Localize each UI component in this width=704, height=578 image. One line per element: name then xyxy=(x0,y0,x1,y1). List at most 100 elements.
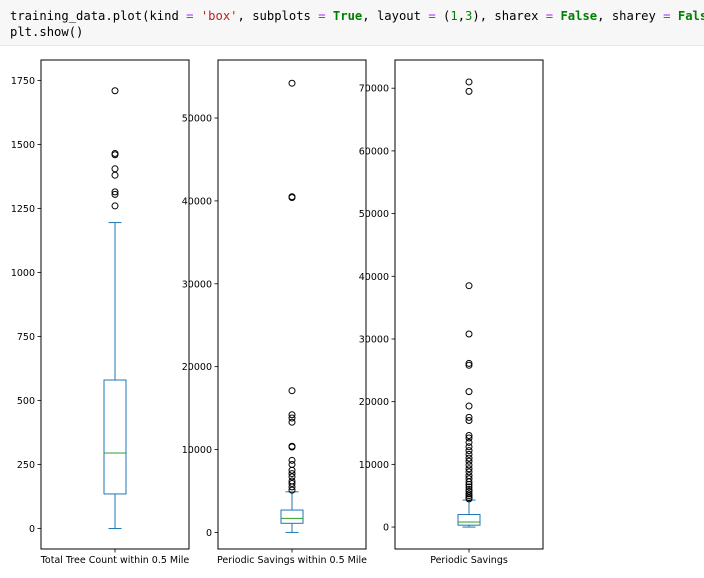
y-tick-label: 250 xyxy=(17,460,35,471)
code-token: training_data xyxy=(10,9,106,23)
code-token: . xyxy=(105,9,113,23)
outlier-point xyxy=(111,149,119,157)
y-tick-label: 20000 xyxy=(359,397,389,408)
outlier-point xyxy=(465,485,473,493)
outlier-point xyxy=(111,165,119,173)
outlier-point xyxy=(465,450,473,458)
code-token: subplots xyxy=(252,9,311,23)
y-tick-label: 40000 xyxy=(359,272,389,283)
outlier-point xyxy=(288,193,296,201)
code-token: sharex xyxy=(494,9,539,23)
code-token: False xyxy=(677,9,704,23)
code-token: = xyxy=(655,9,678,23)
outlier-point xyxy=(465,483,473,491)
outlier-point xyxy=(288,486,296,494)
outlier-point xyxy=(465,443,473,451)
code-line-1: training_data.plot(kind = 'box', subplot… xyxy=(10,8,704,24)
y-tick-label: 1750 xyxy=(11,76,35,87)
outlier-point xyxy=(111,87,119,95)
outlier-point xyxy=(288,442,296,450)
outlier-point xyxy=(111,202,119,210)
y-tick-label: 1250 xyxy=(11,204,35,215)
y-tick-label: 1500 xyxy=(11,140,35,151)
code-token: . xyxy=(32,25,40,39)
outlier-point xyxy=(465,78,473,86)
outlier-point xyxy=(288,473,296,481)
code-token: 3 xyxy=(465,9,473,23)
code-token: 1 xyxy=(450,9,458,23)
outlier-point xyxy=(111,171,119,179)
outlier-point xyxy=(288,470,296,478)
outlier-point xyxy=(465,468,473,476)
y-tick-label: 70000 xyxy=(359,84,389,95)
y-tick-label: 10000 xyxy=(182,445,212,456)
code-token: = xyxy=(420,9,443,23)
outlier-point xyxy=(465,490,473,498)
iqr-box xyxy=(280,509,304,524)
code-token: sharey xyxy=(611,9,656,23)
outlier-point xyxy=(465,438,473,446)
outlier-point xyxy=(111,190,119,198)
code-token: ( xyxy=(142,9,150,23)
outlier-point xyxy=(288,411,296,419)
y-tick-label: 50000 xyxy=(359,209,389,220)
boxplot-figure: 0 250 500 750 1000 1250 1500 1750 Total Tree Cou… xyxy=(11,59,544,566)
code-token: = xyxy=(178,9,201,23)
y-tick-label: 30000 xyxy=(182,279,212,290)
y-tick-label: 30000 xyxy=(359,334,389,345)
outlier-point xyxy=(465,487,473,495)
y-tick-label: 0 xyxy=(29,524,35,535)
outlier-point xyxy=(465,416,473,424)
outlier-point xyxy=(465,461,473,469)
y-tick-label: 40000 xyxy=(182,196,212,207)
y-tick-label: 50000 xyxy=(182,114,212,125)
y-tick-label: 0 xyxy=(383,523,389,534)
outlier-point xyxy=(288,456,296,464)
outlier-point xyxy=(465,388,473,396)
code-token: , xyxy=(597,9,612,23)
code-token: show xyxy=(39,25,69,39)
y-tick-label: 500 xyxy=(17,396,35,407)
code-cell[interactable]: training_data.plot(kind = 'box', subplot… xyxy=(0,0,704,46)
outlier-point xyxy=(465,330,473,338)
code-token: ( xyxy=(443,9,451,23)
outlier-point xyxy=(465,432,473,440)
outlier-point xyxy=(465,361,473,369)
code-token: False xyxy=(560,9,598,23)
outlier-point xyxy=(288,460,296,468)
y-tick-label: 1000 xyxy=(11,268,35,279)
code-token: , xyxy=(457,9,466,23)
outlier-point xyxy=(465,465,473,473)
y-tick-label: 750 xyxy=(17,332,35,343)
code-token: True xyxy=(332,9,363,23)
code-token: , xyxy=(237,9,253,23)
code-token: 'box' xyxy=(200,9,238,23)
x-tick-label: Periodic Savings within 0.5 Mile xyxy=(217,555,367,566)
iqr-box xyxy=(103,379,127,495)
y-tick-label: 10000 xyxy=(359,460,389,471)
code-token: layout xyxy=(376,9,421,23)
y-tick-label: 20000 xyxy=(182,362,212,373)
code-token: ), xyxy=(472,9,495,23)
x-tick-label: Total Tree Count within 0.5 Mile xyxy=(40,555,190,566)
y-tick-label: 60000 xyxy=(359,146,389,157)
code-token: , xyxy=(362,9,377,23)
code-token: plot xyxy=(112,9,143,23)
outlier-point xyxy=(465,413,473,421)
outlier-point xyxy=(288,79,296,87)
outlier-point xyxy=(288,418,296,426)
outlier-point xyxy=(465,472,473,480)
outlier-point xyxy=(465,87,473,95)
x-tick-label: Periodic Savings xyxy=(430,555,508,566)
code-token: = xyxy=(310,9,333,23)
code-token: = xyxy=(538,9,561,23)
outlier-point xyxy=(465,359,473,367)
outlier-point xyxy=(465,457,473,465)
outlier-point xyxy=(111,188,119,196)
code-line-2: plt.show() xyxy=(10,24,694,40)
outlier-point xyxy=(288,477,296,485)
outlier-point xyxy=(288,414,296,422)
outlier-point xyxy=(465,402,473,410)
outlier-point xyxy=(465,475,473,483)
outlier-point xyxy=(465,282,473,290)
